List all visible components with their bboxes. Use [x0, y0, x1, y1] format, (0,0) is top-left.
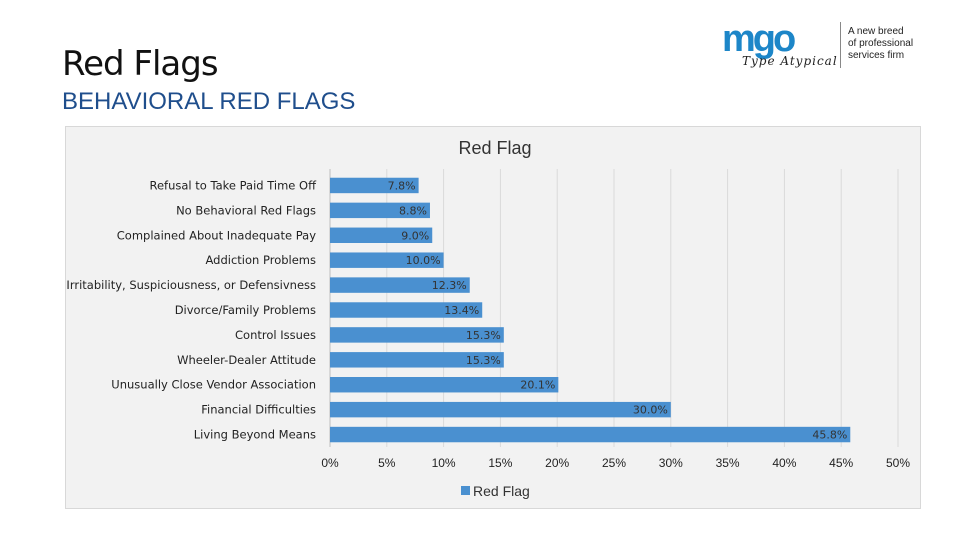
logo-tagline-line: A new breed — [848, 26, 904, 37]
logo-tagline-line: of professional — [848, 38, 914, 49]
chart-title: Red Flag — [458, 138, 531, 158]
slide-title: Red Flags — [62, 44, 219, 84]
category-label: Financial Difficulties — [201, 403, 316, 417]
logo-script: Type Atypical — [742, 54, 838, 68]
category-label: Addiction Problems — [206, 253, 316, 267]
category-label: Living Beyond Means — [194, 428, 316, 442]
data-label: 12.3% — [432, 279, 467, 292]
bar — [330, 202, 430, 219]
bars: 7.8% 8.8% 9.0% 10.0% 12.3% 13.4% 15.3% 15.3% 20.… — [330, 177, 851, 443]
slide-subtitle: BEHAVIORAL RED FLAGS — [62, 88, 356, 115]
x-tick-label: 35% — [716, 456, 740, 470]
data-label: 9.0% — [401, 229, 429, 242]
data-label: 20.1% — [520, 379, 555, 392]
bar — [330, 277, 470, 293]
x-tick-labels: 0% 5% 10% 15% 20% 25% 30% 35% 40% 45% 50% — [321, 456, 910, 470]
logo-tagline: A new breed of professional services fir… — [848, 26, 913, 62]
data-label: 13.4% — [444, 304, 479, 317]
x-tick-label: 5% — [378, 456, 396, 470]
x-tick-label: 15% — [488, 456, 512, 470]
company-logo: mgo Type Atypical A new breed of profess… — [722, 20, 932, 72]
x-tick-label: 20% — [545, 456, 569, 470]
data-label: 30.0% — [633, 404, 668, 417]
x-tick-label: 0% — [321, 456, 339, 470]
data-label: 15.3% — [466, 329, 501, 342]
category-label: Divorce/Family Problems — [175, 303, 316, 317]
category-label: Complained About Inadequate Pay — [117, 228, 316, 242]
legend-label: Red Flag — [473, 483, 530, 499]
data-label: 45.8% — [812, 429, 847, 442]
bar — [330, 352, 504, 368]
data-label: 8.8% — [399, 204, 427, 217]
x-tick-label: 50% — [886, 456, 910, 470]
bar — [330, 252, 444, 268]
category-label: Unusually Close Vendor Association — [111, 378, 316, 392]
legend: Red Flag — [461, 483, 530, 499]
x-tick-label: 30% — [659, 456, 683, 470]
category-label: Wheeler-Dealer Attitude — [177, 353, 316, 367]
chart-area — [65, 126, 921, 509]
logo-divider — [840, 22, 841, 68]
category-label: Control Issues — [235, 328, 316, 342]
logo-tagline-line: services firm — [848, 50, 905, 61]
category-labels: Refusal to Take Paid Time Off No Behavior… — [66, 178, 317, 441]
bar — [330, 426, 851, 443]
data-label: 15.3% — [466, 354, 501, 367]
x-tick-label: 40% — [772, 456, 796, 470]
category-label: No Behavioral Red Flags — [176, 203, 316, 217]
data-label: 10.0% — [406, 254, 441, 267]
x-tick-label: 45% — [829, 456, 853, 470]
bar — [330, 177, 419, 194]
x-tick-label: 25% — [602, 456, 626, 470]
bar — [330, 302, 483, 318]
legend-swatch — [461, 486, 470, 495]
data-label: 7.8% — [388, 179, 416, 192]
bar — [330, 227, 433, 243]
bar — [330, 327, 504, 343]
category-label: Refusal to Take Paid Time Off — [149, 178, 317, 192]
x-tick-label: 10% — [432, 456, 456, 470]
bar — [330, 401, 671, 418]
bar — [330, 377, 559, 393]
logo-mark: mgo — [722, 18, 796, 60]
category-label: Irritability, Suspiciousness, or Defensi… — [66, 278, 316, 292]
